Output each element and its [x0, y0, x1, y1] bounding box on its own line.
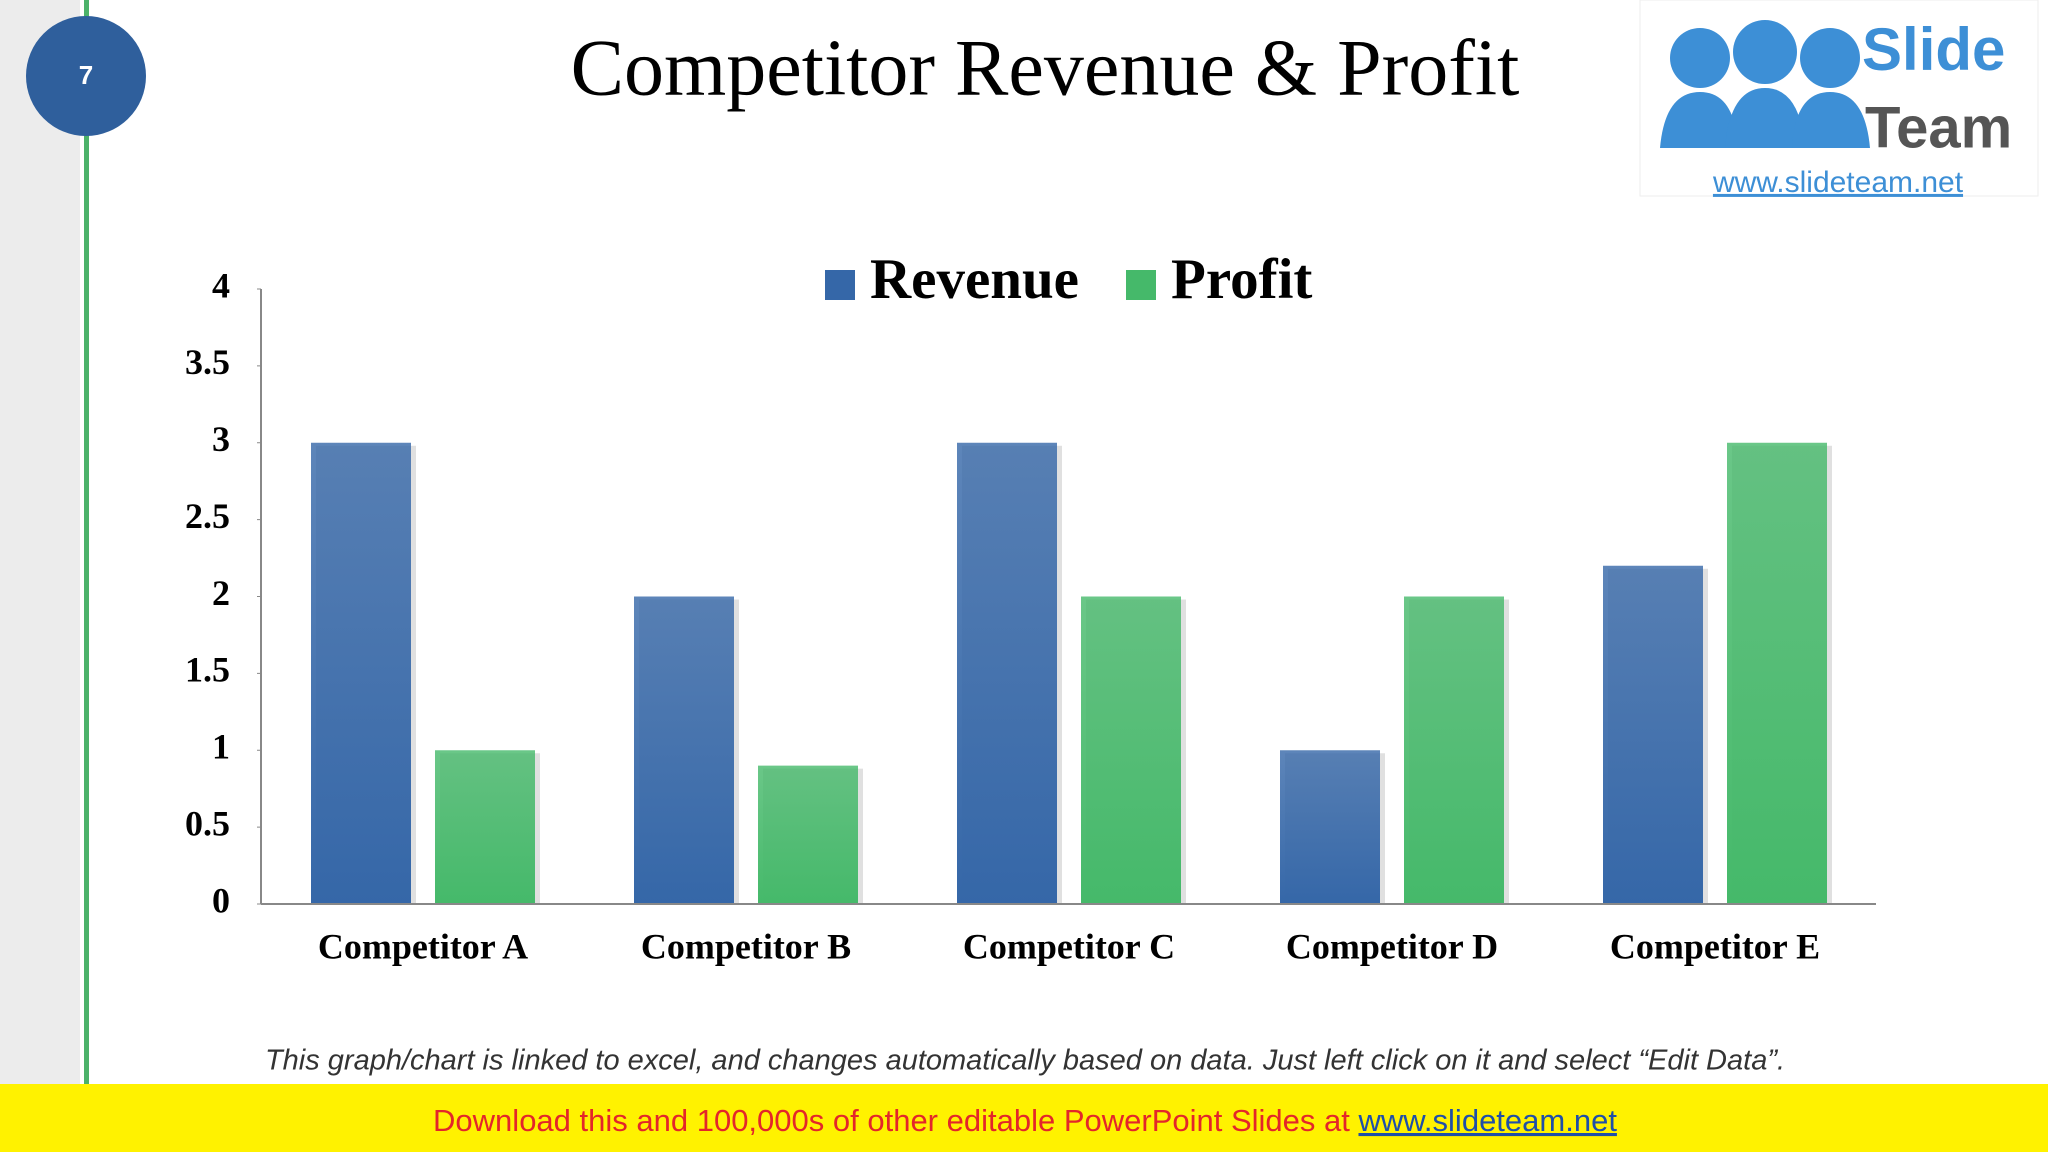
- bar: [1081, 596, 1181, 904]
- legend-label: Profit: [1171, 248, 1312, 311]
- footnote: This graph/chart is linked to excel, and…: [265, 1045, 1785, 1077]
- y-tick-label: 2.5: [185, 496, 230, 536]
- legend-swatch: [825, 270, 855, 300]
- banner-link[interactable]: www.slideteam.net: [1357, 1103, 1617, 1138]
- bar: [957, 442, 1057, 904]
- x-tick-label: Competitor B: [641, 926, 851, 966]
- bar: [311, 442, 411, 904]
- x-tick-label: Competitor E: [1610, 926, 1820, 966]
- logo-body: [1660, 92, 1738, 148]
- y-tick-label: 0: [212, 880, 230, 920]
- bar: [1727, 442, 1827, 904]
- logo-head: [1800, 28, 1860, 88]
- logo-body: [1725, 88, 1805, 148]
- x-tick-label: Competitor A: [318, 926, 528, 966]
- side-line: [84, 0, 89, 1084]
- y-tick-label: 3: [212, 419, 230, 459]
- legend-swatch: [1126, 270, 1156, 300]
- slide-number: 7: [79, 60, 93, 90]
- y-tick-label: 2: [212, 573, 230, 613]
- y-tick-label: 1: [212, 727, 230, 767]
- banner-text: Download this and 100,000s of other edit…: [433, 1103, 1617, 1138]
- logo-url[interactable]: www.slideteam.net: [1712, 166, 1964, 199]
- legend-label: Revenue: [870, 248, 1079, 311]
- y-tick-label: 3.5: [185, 342, 230, 382]
- logo-body: [1792, 92, 1870, 148]
- banner-message: Download this and 100,000s of other edit…: [433, 1103, 1358, 1138]
- bar: [758, 765, 858, 904]
- y-tick-label: 1.5: [185, 650, 230, 690]
- logo-head: [1670, 28, 1730, 88]
- bar: [1603, 565, 1703, 904]
- logo-text: Slide: [1862, 16, 2005, 83]
- y-tick-label: 4: [212, 265, 230, 305]
- banner: [0, 1084, 2048, 1152]
- bar: [634, 596, 734, 904]
- x-tick-label: Competitor D: [1286, 926, 1498, 966]
- logo-head: [1733, 20, 1797, 84]
- logo[interactable]: Slide Team www.slideteam.net: [1639, 0, 2039, 199]
- y-tick-label: 0.5: [185, 803, 230, 843]
- slide-number-badge: [26, 16, 146, 136]
- bar: [1280, 750, 1380, 904]
- side-strip: [0, 0, 80, 1084]
- logo-text: Team: [1865, 95, 2012, 160]
- bar: [1404, 596, 1504, 904]
- bar: [435, 750, 535, 904]
- slide-title: Competitor Revenue & Profit: [571, 24, 1520, 112]
- x-tick-label: Competitor C: [963, 926, 1175, 966]
